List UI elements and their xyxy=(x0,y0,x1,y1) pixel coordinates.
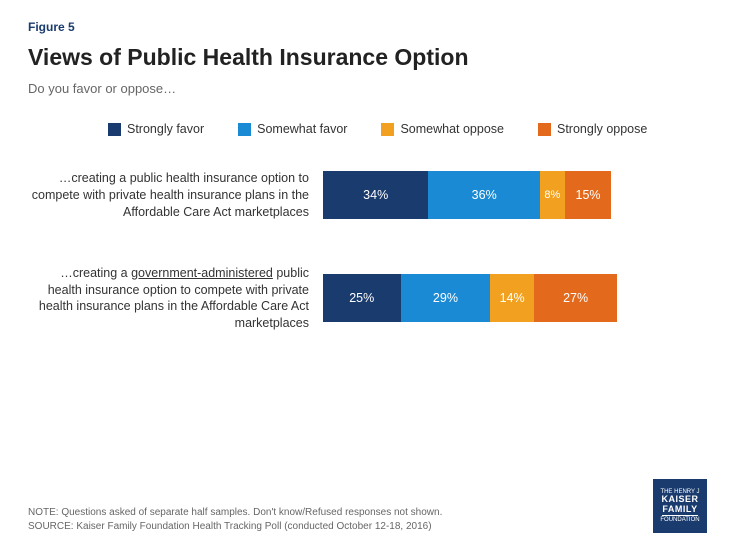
legend-item: Strongly favor xyxy=(108,122,204,136)
note-line: NOTE: Questions asked of separate half s… xyxy=(28,506,707,520)
source-line: SOURCE: Kaiser Family Foundation Health … xyxy=(28,520,707,534)
legend-item: Somewhat oppose xyxy=(381,122,504,136)
row-label: …creating a government-administered publ… xyxy=(28,265,323,333)
bar-segment: 34% xyxy=(323,171,428,219)
legend-item: Somewhat favor xyxy=(238,122,347,136)
chart-title: Views of Public Health Insurance Option xyxy=(28,44,707,71)
bar-segment: 29% xyxy=(401,274,491,322)
legend-label: Strongly oppose xyxy=(557,122,647,136)
bar-segment: 25% xyxy=(323,274,401,322)
bar-segment: 15% xyxy=(565,171,612,219)
bar-track: 34%36%8%15% xyxy=(323,171,611,219)
kaiser-logo: THE HENRY J KAISER FAMILY FOUNDATION xyxy=(653,479,707,533)
legend-label: Strongly favor xyxy=(127,122,204,136)
bar-segment: 27% xyxy=(534,274,618,322)
row-label: …creating a public health insurance opti… xyxy=(28,170,323,221)
legend-label: Somewhat favor xyxy=(257,122,347,136)
legend-swatch xyxy=(538,123,551,136)
bar-chart: …creating a public health insurance opti… xyxy=(28,170,707,332)
logo-text: FOUNDATION xyxy=(660,517,699,523)
chart-subtitle: Do you favor or oppose… xyxy=(28,81,707,96)
legend-item: Strongly oppose xyxy=(538,122,647,136)
bar-segment: 8% xyxy=(540,171,565,219)
bar-segment: 36% xyxy=(428,171,540,219)
footer: NOTE: Questions asked of separate half s… xyxy=(28,506,707,533)
logo-text: FAMILY xyxy=(662,505,697,516)
legend-swatch xyxy=(381,123,394,136)
legend-swatch xyxy=(238,123,251,136)
figure-number: Figure 5 xyxy=(28,20,707,34)
legend-label: Somewhat oppose xyxy=(400,122,504,136)
legend-swatch xyxy=(108,123,121,136)
bar-segment: 14% xyxy=(490,274,533,322)
bar-track: 25%29%14%27% xyxy=(323,274,617,322)
legend: Strongly favor Somewhat favor Somewhat opp… xyxy=(108,122,707,136)
chart-row: …creating a government-administered publ… xyxy=(28,265,707,333)
chart-row: …creating a public health insurance opti… xyxy=(28,170,707,221)
